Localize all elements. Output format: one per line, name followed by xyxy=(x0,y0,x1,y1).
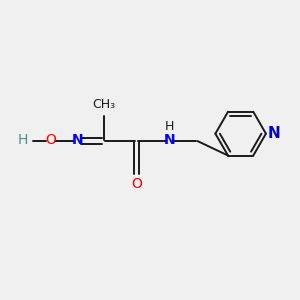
Text: H: H xyxy=(165,120,174,133)
Text: N: N xyxy=(164,133,175,147)
Text: CH₃: CH₃ xyxy=(92,98,116,111)
Text: N: N xyxy=(267,126,280,141)
Text: H: H xyxy=(18,133,28,147)
Text: O: O xyxy=(45,133,56,147)
Text: N: N xyxy=(71,133,83,147)
Text: O: O xyxy=(131,177,142,191)
